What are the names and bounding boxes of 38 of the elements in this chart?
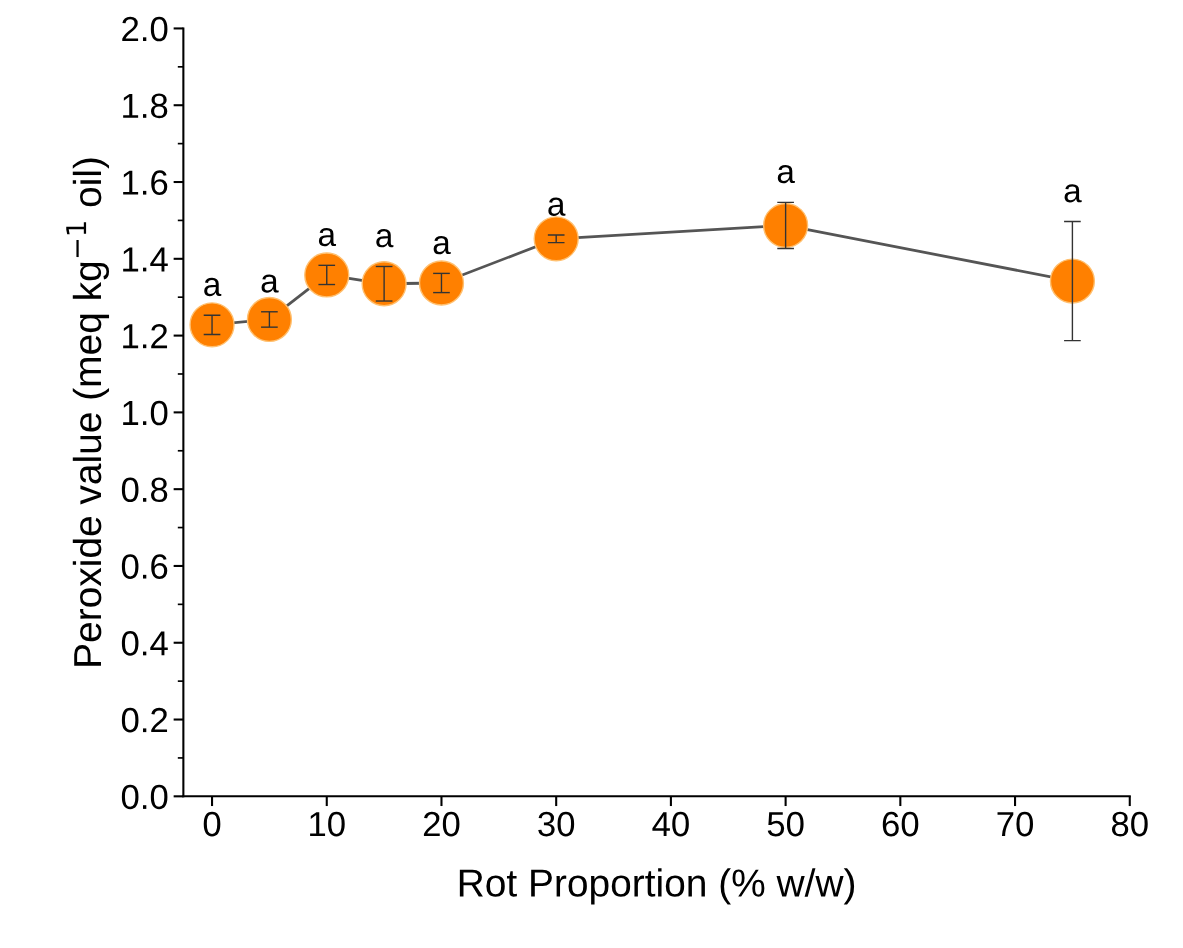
point xyxy=(762,202,809,249)
point xyxy=(361,261,407,307)
annotation: a xyxy=(433,236,451,255)
x-tick-label: 0 xyxy=(203,811,221,837)
annotation: a xyxy=(1064,184,1082,203)
annotation: a xyxy=(548,197,566,216)
x-tick-label: 70 xyxy=(997,811,1033,837)
x-tick-label: 60 xyxy=(882,811,919,837)
x-axis-title: Rot Proportion (% w/w) xyxy=(459,868,855,905)
x-tick-label: 50 xyxy=(767,811,804,837)
x-tick-label: 10 xyxy=(310,811,345,837)
annotation: a xyxy=(777,164,795,184)
point xyxy=(418,260,465,306)
x-tick-label: 80 xyxy=(1111,811,1148,837)
annotation: a xyxy=(204,277,222,297)
y-tick-label: 1.2 xyxy=(123,323,168,349)
annotation: a xyxy=(376,229,394,248)
y-tick-label: 1.6 xyxy=(123,170,168,195)
y-axis-title: Peroxide value (meq kg$^{−1}$ oil) xyxy=(66,158,110,666)
y-tick-label: 2.0 xyxy=(122,16,168,42)
y-tick-label: 1.8 xyxy=(123,93,168,119)
y-tick-label: 0.6 xyxy=(121,554,168,579)
point xyxy=(189,302,235,348)
annotation: a xyxy=(261,274,279,293)
x-tick-label: 30 xyxy=(538,811,575,837)
y-tick-label: 1.4 xyxy=(123,247,168,272)
y-tick-label: 0.2 xyxy=(121,707,168,733)
y-tick-label: 0.4 xyxy=(121,631,168,656)
y-tick-label: 0.8 xyxy=(121,477,168,503)
y-tick-label: 0.0 xyxy=(121,784,168,810)
point xyxy=(246,296,293,343)
x-tick-label: 20 xyxy=(423,811,460,837)
point xyxy=(1049,258,1096,304)
x-tick-label: 40 xyxy=(652,811,689,837)
y-tick-label: 1.0 xyxy=(123,400,168,426)
point xyxy=(304,252,350,298)
annotation: a xyxy=(318,227,337,247)
point xyxy=(533,216,579,262)
